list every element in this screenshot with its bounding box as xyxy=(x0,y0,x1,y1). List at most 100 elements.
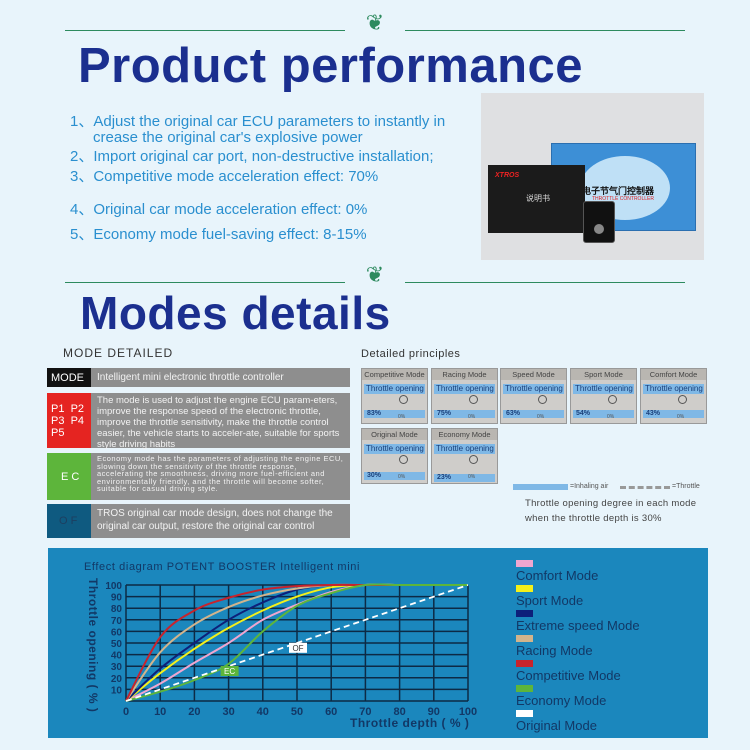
throttle-valve-icon xyxy=(608,395,617,404)
mode-panel: Comfort Mode Throttle opening 43% 0% xyxy=(640,368,707,424)
y-tick-label: 50 xyxy=(111,639,123,650)
page-title: Product performance xyxy=(78,39,584,93)
legend-item: Extreme speed Mode xyxy=(516,610,640,633)
legend-swatch xyxy=(516,635,533,642)
mode-row: MODE Intelligent mini electronic throttl… xyxy=(47,368,350,387)
throttle-valve-icon xyxy=(538,395,547,404)
panel-caption: Throttle opening xyxy=(364,384,425,394)
panel-zero: 0% xyxy=(398,474,406,480)
panel-zero: 0% xyxy=(398,414,406,420)
panel-value: 30% xyxy=(364,472,425,480)
throttle-valve-icon xyxy=(469,455,478,464)
mode-row: O F TROS original car mode design, does … xyxy=(47,504,350,538)
x-tick-label: 10 xyxy=(154,706,166,718)
x-tick-label: 20 xyxy=(188,706,200,718)
panel-zero: 0% xyxy=(607,414,615,420)
feature-item: 1、Adjust the original car ECU parameters… xyxy=(70,113,446,130)
x-tick-label: 90 xyxy=(428,706,440,718)
legend-item: Sport Mode xyxy=(516,585,583,608)
legend-label: Original Mode xyxy=(516,718,597,733)
legend-swatch xyxy=(516,560,533,567)
mode-row: P1 P2 P3 P4 P5 The mode is used to adjus… xyxy=(47,393,350,450)
chart-plot: 0 10 20 30 40 50 60 70 80 90 100102030405060708090… xyxy=(105,581,477,718)
annotation-box xyxy=(220,666,239,676)
mode-panel: Economy Mode Throttle opening 23% 0% xyxy=(431,428,498,484)
feature-item: 5、Economy mode fuel-saving effect: 8-15% xyxy=(70,226,367,243)
x-tick-label: 100 xyxy=(459,706,477,718)
panel-caption: Throttle opening xyxy=(364,444,425,454)
chart-title: Effect diagram POTENT BOOSTER Intelligen… xyxy=(84,561,361,573)
legend-swatch xyxy=(516,610,533,617)
x-tick-label: 30 xyxy=(222,706,234,718)
manual: XTROS 说明书 xyxy=(488,165,585,233)
annotation-label: EC xyxy=(224,667,235,676)
legend-label: Competitive Mode xyxy=(516,668,621,683)
legend-swatch xyxy=(516,585,533,592)
panel-title: Sport Mode xyxy=(571,369,636,380)
panel-zero: 0% xyxy=(468,414,476,420)
panel-caption: Throttle opening xyxy=(573,384,634,394)
y-tick-label: 10 xyxy=(111,685,123,696)
principles-label: Detailed principles xyxy=(361,348,461,360)
feature-item: 2、Import original car port, non-destruct… xyxy=(70,148,434,165)
legend-item: Racing Mode xyxy=(516,635,593,658)
panel-caption: Throttle opening xyxy=(503,384,564,394)
legend-swatch xyxy=(516,685,533,692)
annotation-box xyxy=(289,642,307,653)
feature-item: crease the original car's explosive powe… xyxy=(93,129,363,146)
throttle-swatch xyxy=(620,486,670,489)
legend-label: Sport Mode xyxy=(516,593,584,608)
throttle-valve-icon xyxy=(399,455,408,464)
panel-caption: Throttle opening xyxy=(643,384,704,394)
air-legend: =Inhaling air xyxy=(570,483,609,490)
product-photo: 电子节气门控制器 THROTTLE CONTROLLER XTROS 说明书 xyxy=(481,93,704,260)
y-tick-label: 40 xyxy=(111,651,123,662)
mode-row: E C Economy mode has the parameters of a… xyxy=(47,453,350,500)
legend-swatch xyxy=(516,660,533,667)
mode-panel: Racing Mode Throttle opening 75% 0% xyxy=(431,368,498,424)
panel-zero: 0% xyxy=(468,474,476,480)
panel-zero: 0% xyxy=(537,414,545,420)
legend-label: Extreme speed Mode xyxy=(516,618,640,633)
panel-title: Comfort Mode xyxy=(641,369,706,380)
y-tick-label: 100 xyxy=(105,581,122,592)
panel-value: 54% xyxy=(573,410,634,418)
y-tick-label: 70 xyxy=(111,616,123,627)
y-tick-label: 80 xyxy=(111,604,123,615)
ornament-icon: ❦ xyxy=(345,10,405,36)
x-tick-label: 50 xyxy=(291,706,303,718)
legend-item: Competitive Mode xyxy=(516,660,621,683)
legend-swatch xyxy=(516,710,533,717)
annotation-label: OF xyxy=(292,644,303,653)
throttle-valve-icon xyxy=(678,395,687,404)
x-axis-label: Throttle depth ( % ) xyxy=(350,716,470,730)
section-title: Modes details xyxy=(80,287,391,339)
x-tick-label: 60 xyxy=(325,706,337,718)
x-tick-label: 70 xyxy=(359,706,371,718)
panel-title: Racing Mode xyxy=(432,369,497,380)
panel-zero: 0% xyxy=(677,414,685,420)
throttle-valve-icon xyxy=(399,395,408,404)
x-tick-label: 80 xyxy=(393,706,405,718)
mode-panel: Speed Mode Throttle opening 63% 0% xyxy=(500,368,567,424)
throttle-valve-icon xyxy=(469,395,478,404)
feature-item: 4、Original car mode acceleration effect:… xyxy=(70,201,368,218)
panel-title: Original Mode xyxy=(362,429,427,440)
series-line xyxy=(125,583,468,702)
controller-device xyxy=(583,201,615,243)
panel-value: 43% xyxy=(643,410,704,418)
y-tick-label: 30 xyxy=(111,662,123,673)
panel-caption: Throttle opening xyxy=(434,444,495,454)
principles-note: when the throttle depth is 30% xyxy=(525,513,662,524)
panel-title: Competitive Mode xyxy=(362,369,427,380)
y-axis-label: Throttle opening ( % ) xyxy=(86,578,100,713)
y-tick-label: 20 xyxy=(111,674,123,685)
mode-detailed-label: MODE DETAILED xyxy=(63,346,174,360)
panel-title: Economy Mode xyxy=(432,429,497,440)
mode-panel: Sport Mode Throttle opening 54% 0% xyxy=(570,368,637,424)
mode-panel: Competitive Mode Throttle opening 83% 0% xyxy=(361,368,428,424)
y-tick-label: 90 xyxy=(111,593,123,604)
air-swatch xyxy=(513,484,568,490)
legend-label: Economy Mode xyxy=(516,693,607,708)
legend-label: Comfort Mode xyxy=(516,568,599,583)
